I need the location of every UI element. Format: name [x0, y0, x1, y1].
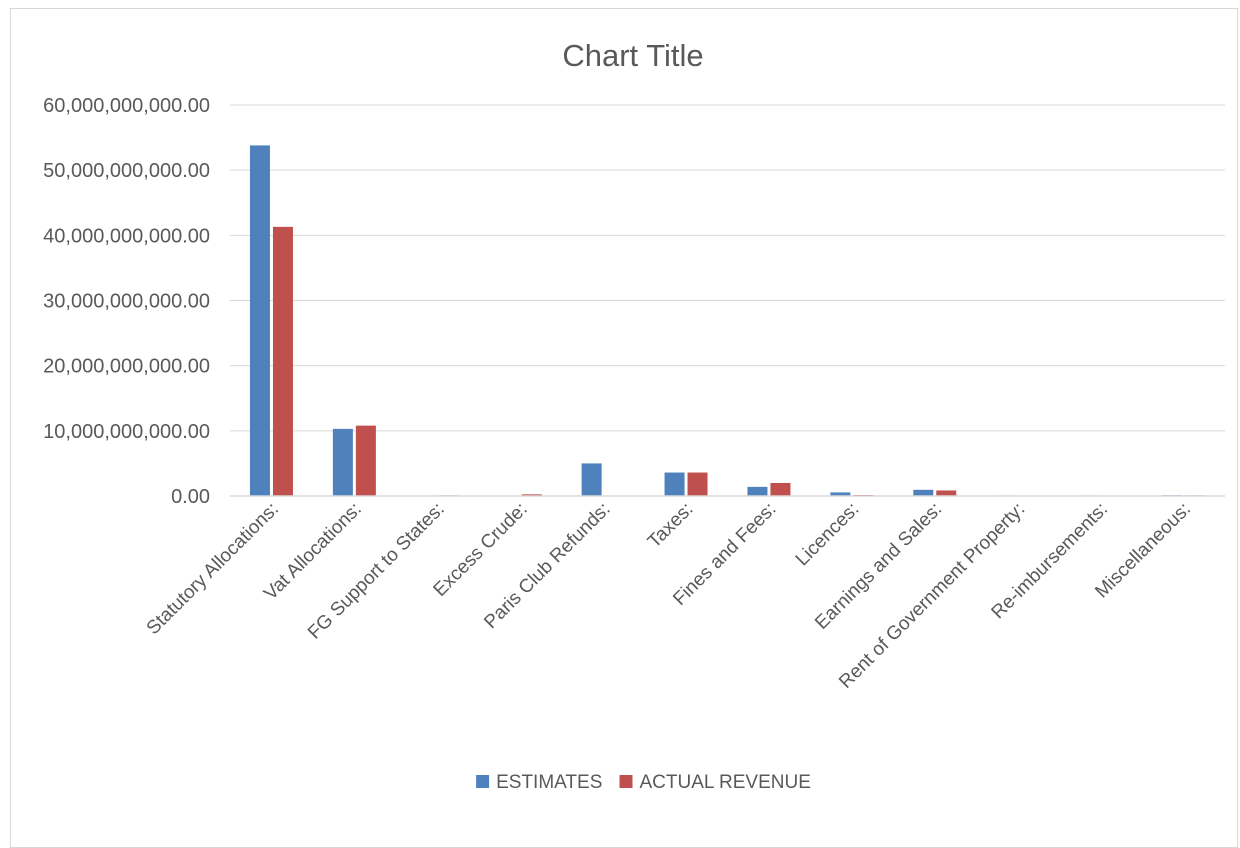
bar-estimates [249, 145, 270, 497]
y-tick-label: 10,000,000,000.00 [43, 421, 210, 443]
x-tick-label: Licences: [792, 499, 864, 571]
bar-actual-revenue [355, 425, 376, 496]
bar-actual-revenue [272, 226, 293, 496]
bar-actual-revenue [770, 482, 791, 496]
y-tick-label: 40,000,000,000.00 [43, 225, 210, 247]
x-axis-tick-labels: Statutory Allocations:Vat Allocations:FG… [143, 499, 1195, 693]
legend-label: ESTIMATES [496, 772, 602, 793]
y-tick-label: 20,000,000,000.00 [43, 356, 210, 378]
bar-chart: Chart Title 0.00 10,000,000,000.00 20,000,… [43, 38, 1225, 793]
grid-lines [230, 104, 1225, 497]
chart-frame [10, 8, 1238, 848]
bar-estimates [913, 489, 934, 496]
y-axis-tick-labels: 0.00 10,000,000,000.00 20,000,000,000.00 30… [43, 95, 210, 508]
bar-estimates [581, 463, 602, 496]
x-tick-label: FG Support to States: [304, 499, 449, 644]
chart-title: Chart Title [562, 38, 703, 73]
y-tick-label: 50,000,000,000.00 [43, 160, 210, 182]
bar-actual-revenue [687, 472, 708, 496]
bar-actual-revenue [936, 490, 957, 496]
bars [249, 145, 1206, 497]
y-tick-label: 0.00 [171, 486, 210, 508]
y-tick-label: 60,000,000,000.00 [43, 95, 210, 117]
y-tick-label: 30,000,000,000.00 [43, 291, 210, 313]
bar-actual-revenue [521, 494, 542, 496]
x-tick-label: Taxes: [644, 499, 698, 553]
legend: ESTIMATES ACTUAL REVENUE [476, 772, 811, 793]
bar-estimates [747, 486, 768, 496]
legend-swatch [619, 775, 633, 788]
legend-label: ACTUAL REVENUE [640, 772, 811, 793]
legend-swatch [476, 775, 490, 788]
bar-estimates [830, 492, 851, 496]
bar-estimates [664, 472, 685, 496]
bar-estimates [332, 428, 353, 496]
x-tick-label: Statutory Allocations: [143, 499, 283, 639]
